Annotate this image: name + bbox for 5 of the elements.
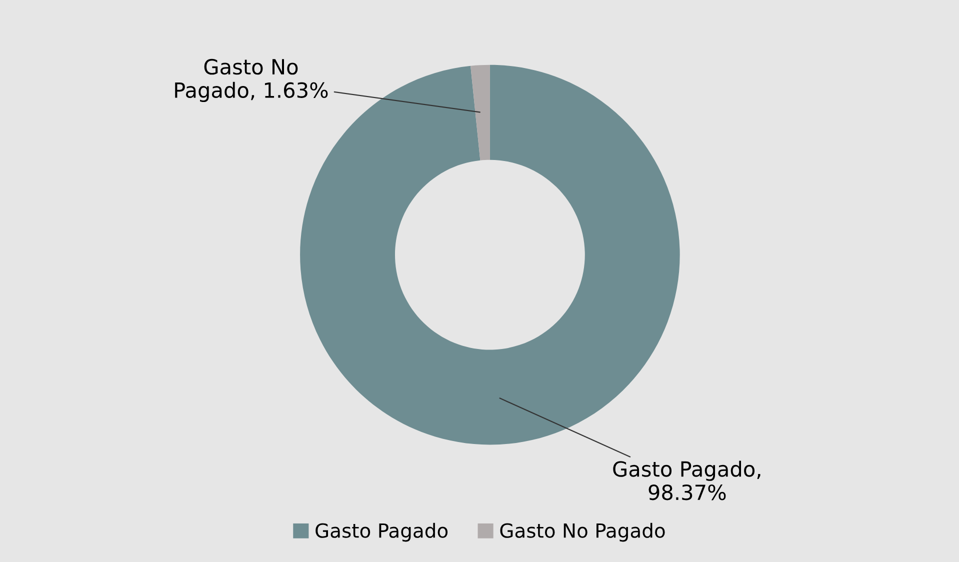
legend-label: Gasto No Pagado <box>500 522 665 542</box>
legend-label: Gasto Pagado <box>316 522 448 542</box>
donut-slice <box>470 64 490 160</box>
data-label: Gasto Pagado, 98.37% <box>613 460 760 500</box>
data-label: Gasto No Pagado, 1.63% <box>175 58 328 102</box>
